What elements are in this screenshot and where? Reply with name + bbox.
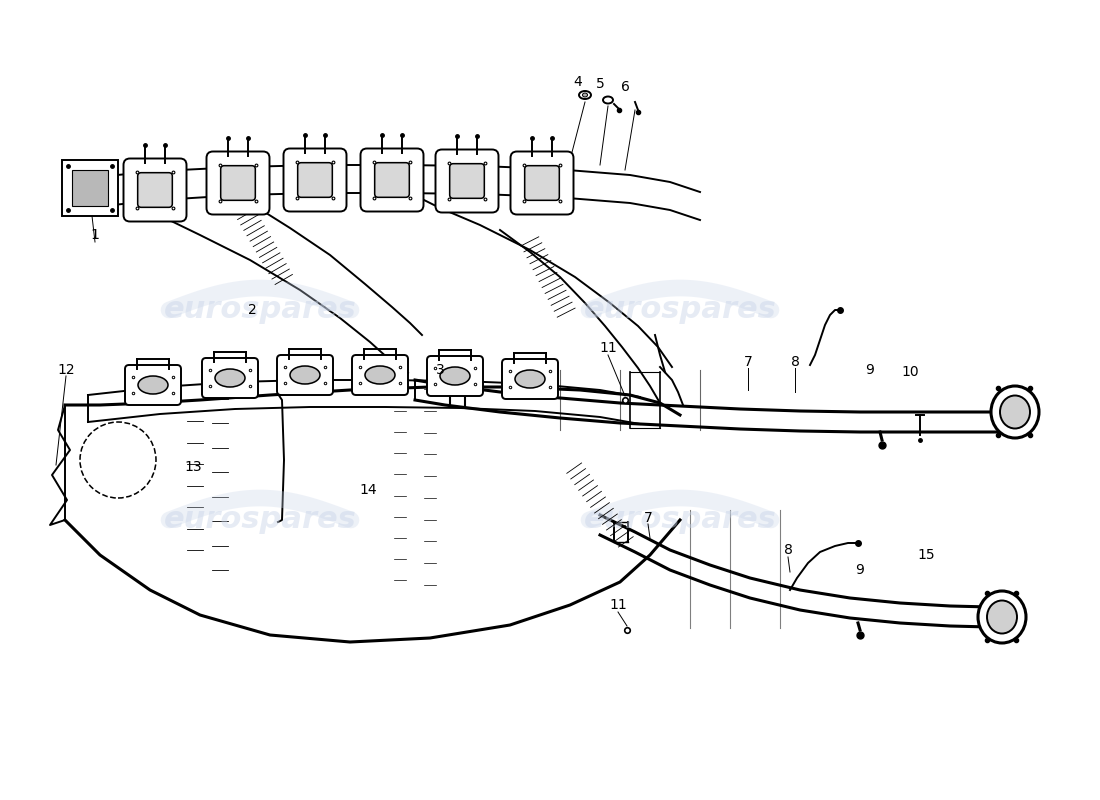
Ellipse shape [1000,395,1030,429]
FancyBboxPatch shape [202,358,258,398]
FancyBboxPatch shape [207,151,270,214]
FancyBboxPatch shape [525,166,559,200]
Text: eurospares: eurospares [164,295,356,325]
Ellipse shape [440,367,470,385]
FancyBboxPatch shape [361,149,424,211]
Text: 9: 9 [866,363,874,377]
Text: 4: 4 [573,75,582,89]
Text: 13: 13 [184,460,201,474]
Bar [62,160,118,216]
Text: eurospares: eurospares [164,506,356,534]
Ellipse shape [603,97,613,103]
FancyBboxPatch shape [138,173,173,207]
FancyBboxPatch shape [450,164,484,198]
Ellipse shape [290,366,320,384]
Ellipse shape [515,370,544,388]
Bar [72,170,108,206]
Ellipse shape [138,376,168,394]
Text: 5: 5 [595,77,604,91]
Text: 2: 2 [248,303,256,317]
Text: 10: 10 [901,365,918,379]
Ellipse shape [987,601,1018,634]
FancyBboxPatch shape [298,162,332,198]
Text: 6: 6 [620,80,629,94]
FancyBboxPatch shape [375,162,409,198]
FancyBboxPatch shape [502,359,558,399]
Text: 15: 15 [917,548,935,562]
Text: 12: 12 [57,363,75,377]
Text: 11: 11 [609,598,627,612]
Ellipse shape [978,591,1026,643]
Text: 7: 7 [644,511,652,525]
FancyBboxPatch shape [221,166,255,200]
Text: eurospares: eurospares [584,295,777,325]
Text: 14: 14 [360,483,377,497]
Ellipse shape [214,369,245,387]
FancyBboxPatch shape [125,365,182,405]
FancyBboxPatch shape [284,149,346,211]
FancyBboxPatch shape [352,355,408,395]
Text: 8: 8 [783,543,792,557]
Ellipse shape [365,366,395,384]
FancyBboxPatch shape [427,356,483,396]
Text: 1: 1 [90,228,99,242]
Text: 3: 3 [436,363,444,377]
FancyBboxPatch shape [277,355,333,395]
FancyBboxPatch shape [123,158,187,222]
FancyBboxPatch shape [436,150,498,213]
Text: 9: 9 [856,563,865,577]
Ellipse shape [991,386,1040,438]
Text: eurospares: eurospares [584,506,777,534]
Text: 8: 8 [791,355,800,369]
FancyBboxPatch shape [510,151,573,214]
Text: 11: 11 [600,341,617,355]
Text: 7: 7 [744,355,752,369]
Ellipse shape [583,93,587,97]
Ellipse shape [579,91,591,99]
